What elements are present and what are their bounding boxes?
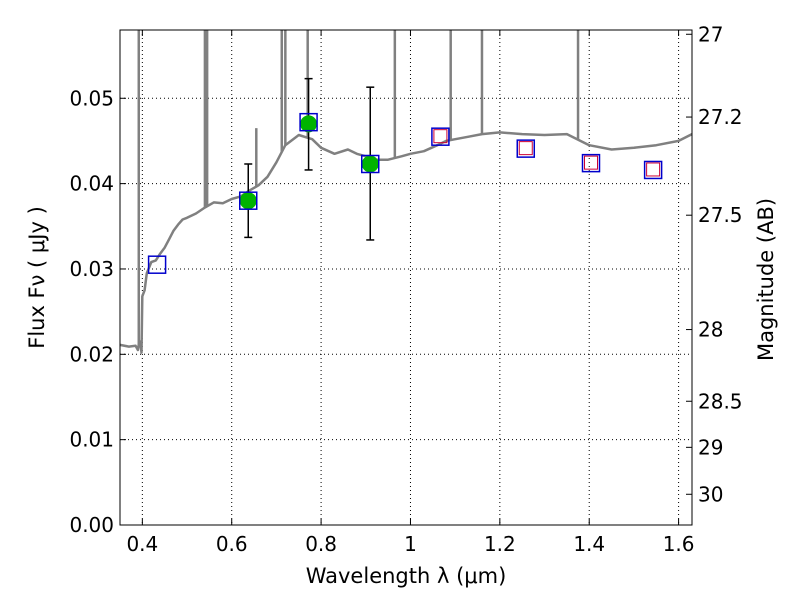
- grid: [120, 30, 692, 525]
- detection-point: [239, 192, 257, 210]
- y-tick-label: 0.00: [69, 513, 114, 537]
- x-tick-label: 1.2: [484, 532, 516, 556]
- error-bars: [244, 77, 375, 241]
- y-tick-label: 0.02: [69, 342, 114, 366]
- y-tick-label: 0.03: [69, 257, 114, 281]
- model-photometry-marker: [516, 139, 536, 158]
- model-photometry-marker: [581, 153, 601, 173]
- model-spectrum: [119, 30, 693, 354]
- x-tick-label: 1.6: [663, 532, 695, 556]
- y2-axis-label: Magnitude (AB): [754, 198, 778, 361]
- plot-frame: [119, 29, 693, 526]
- y2-tick-label: 27.2: [698, 105, 743, 129]
- upper-limit-marker: [433, 129, 448, 144]
- y2-tick-label: 27.5: [698, 203, 743, 227]
- model-photometry-marker: [239, 191, 258, 210]
- y-tick-label: 0.04: [69, 172, 114, 196]
- markers: [147, 112, 663, 274]
- upper-limit-marker: [646, 162, 661, 177]
- y-tick-label: 0.05: [69, 86, 114, 110]
- detection-point: [361, 155, 379, 173]
- y2-tick-label: 28: [698, 318, 723, 342]
- y2-tick-label: 27: [698, 22, 723, 46]
- y2-tick-label: 29: [698, 435, 723, 459]
- y-axis-label: Flux Fν ( μJy ): [25, 206, 49, 349]
- model-photometry-marker: [361, 154, 380, 174]
- x-axis-label: Wavelength λ (μm): [306, 564, 507, 588]
- y2-tick-label: 30: [698, 482, 723, 506]
- upper-limit-marker: [518, 141, 533, 156]
- x-tick-label: 1: [404, 532, 417, 556]
- x-tick-label: 0.8: [305, 532, 337, 556]
- x-tick-label: 0.4: [126, 532, 158, 556]
- model-photometry-marker: [299, 112, 318, 132]
- x-tick-label: 0.6: [216, 532, 248, 556]
- ticks: 0.4 0.6 0.8 1 1.2 1.4 1.6 0.00 0.01 0.02 0.03 0.04 0…: [69, 22, 742, 556]
- model-photometry-marker: [147, 255, 167, 274]
- y2-tick-label: 28.5: [698, 389, 743, 413]
- model-photometry-marker: [431, 127, 450, 146]
- x-tick-label: 1.4: [573, 532, 605, 556]
- detection-point: [300, 115, 318, 133]
- upper-limit-marker: [584, 155, 599, 170]
- y-tick-label: 0.01: [69, 428, 114, 452]
- model-photometry-marker: [643, 160, 663, 180]
